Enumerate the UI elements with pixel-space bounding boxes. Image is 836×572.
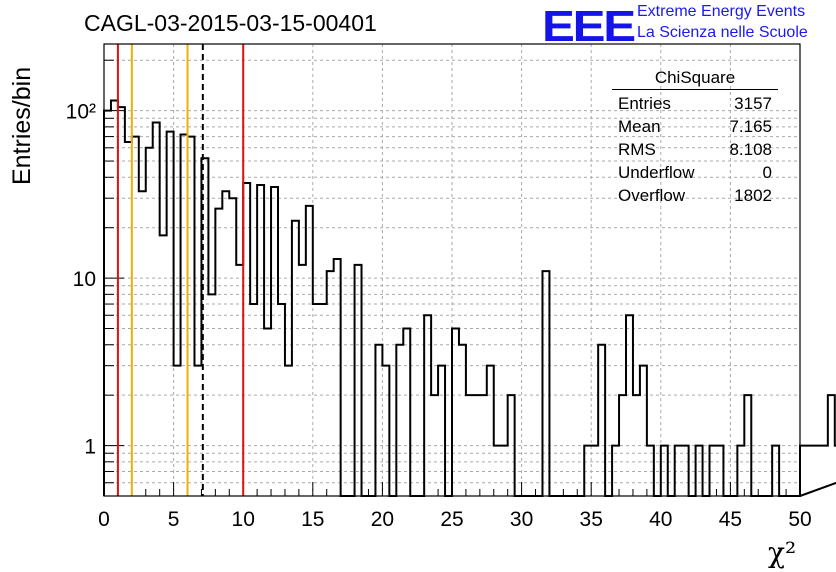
tick-labels: 0 5 10 15 20 25 30 35 40 45 50 1 10 10² [66, 101, 812, 531]
x-tick-label: 0 [98, 508, 110, 531]
histogram-series [103, 99, 836, 497]
stats-label: Entries [618, 94, 671, 113]
stats-row-underflow: Underflow 0 [612, 161, 778, 184]
stats-value: 0 [762, 163, 772, 182]
stats-label: Mean [618, 117, 661, 136]
brand-name: Extreme Energy Events [637, 3, 806, 20]
y-tick-label: 1 [84, 436, 96, 459]
x-tick-label: 40 [649, 508, 672, 531]
x-tick-label: 15 [301, 508, 324, 531]
x-axis-label: χ² [768, 536, 797, 569]
brand-tagline: La Scienza nelle Scuole [637, 24, 808, 41]
x-tick-label: 30 [510, 508, 533, 531]
stats-box: ChiSquare Entries 3157 Mean 7.165 RMS 8.… [612, 67, 778, 207]
stats-row-rms: RMS 8.108 [612, 138, 778, 161]
stats-value: 8.108 [729, 140, 772, 159]
stats-value: 1802 [734, 186, 772, 205]
plot-frame [103, 43, 801, 497]
reference-lines [116, 44, 245, 496]
x-tick-label: 25 [440, 508, 463, 531]
x-tick-label: 20 [371, 508, 394, 531]
x-tick-label: 35 [580, 508, 603, 531]
y-tick-label: 10² [66, 101, 96, 124]
stats-label: Overflow [618, 186, 686, 205]
stats-row-entries: Entries 3157 [612, 92, 778, 115]
stats-label: Underflow [618, 163, 695, 182]
x-tick-label: 10 [232, 508, 255, 531]
y-tick-label: 10 [73, 268, 96, 291]
stats-value: 3157 [734, 94, 772, 113]
stats-row-overflow: Overflow 1802 [612, 184, 778, 207]
x-tick-label: 50 [788, 508, 811, 531]
stats-value: 7.165 [729, 117, 772, 136]
x-tick-label: 45 [719, 508, 742, 531]
y-axis-label: Entries/bin [8, 66, 36, 185]
chart-title: CAGL-03-2015-03-15-00401 [84, 10, 377, 36]
brand-logo: EEE [542, 2, 636, 51]
stats-row-mean: Mean 7.165 [612, 115, 778, 138]
x-tick-label: 5 [168, 508, 180, 531]
stats-title: ChiSquare [612, 67, 778, 90]
stats-label: RMS [618, 140, 656, 159]
